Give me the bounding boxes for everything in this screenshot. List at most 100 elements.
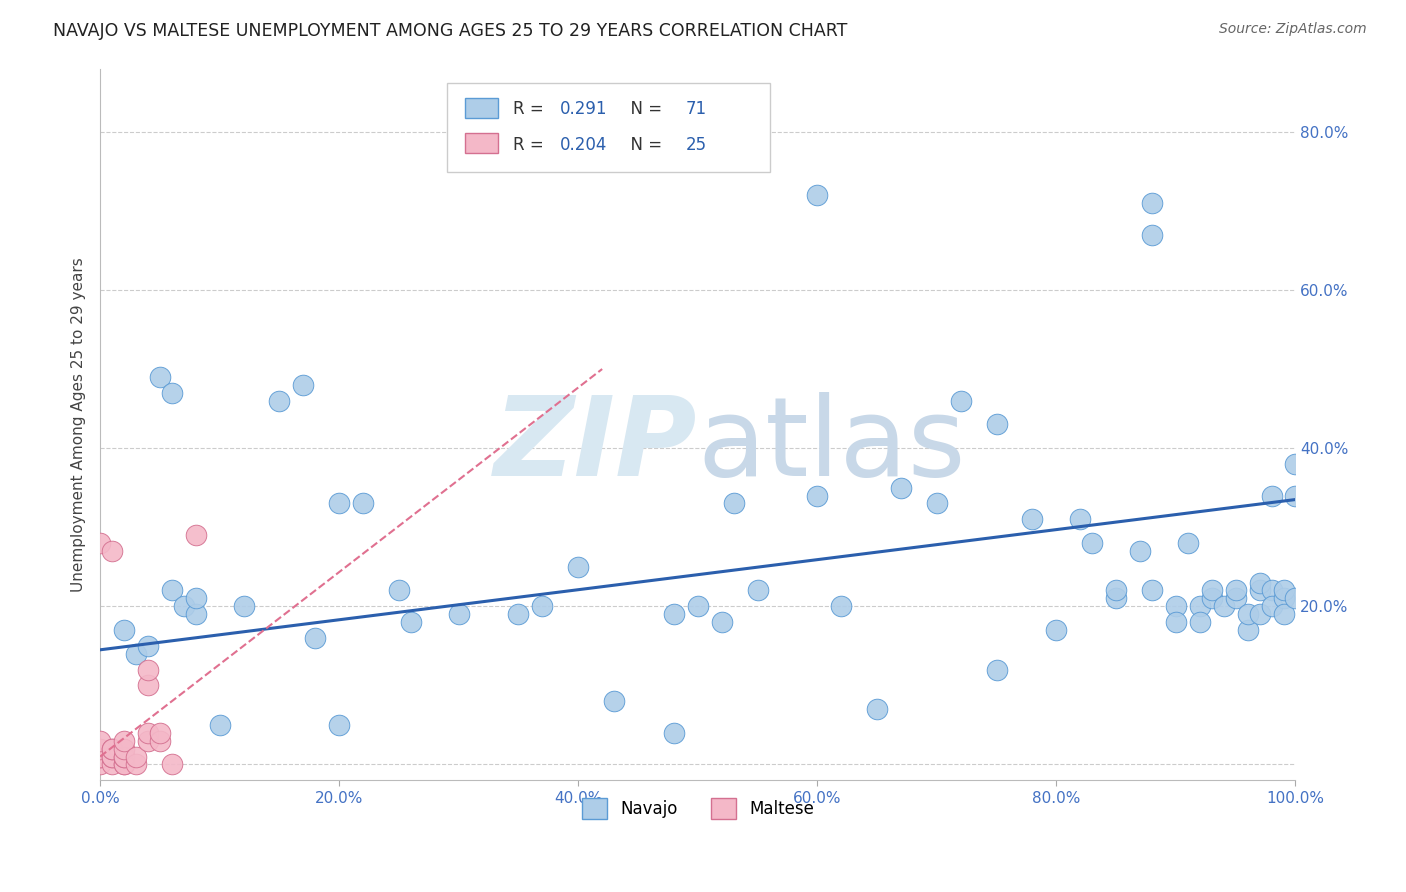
Point — [89, 741, 111, 756]
Point — [149, 733, 172, 747]
Point — [1021, 512, 1043, 526]
Point — [1284, 489, 1306, 503]
Point — [710, 615, 733, 629]
Point — [136, 726, 159, 740]
Point — [890, 481, 912, 495]
Point — [925, 496, 948, 510]
Point — [125, 647, 148, 661]
Point — [747, 583, 769, 598]
Legend: Navajo, Maltese: Navajo, Maltese — [575, 792, 821, 825]
Point — [1212, 599, 1234, 614]
Point — [89, 536, 111, 550]
Text: ZIP: ZIP — [495, 392, 697, 500]
Text: 0.204: 0.204 — [561, 136, 607, 153]
Point — [1249, 575, 1271, 590]
Point — [101, 741, 124, 756]
Point — [1260, 489, 1282, 503]
Point — [447, 607, 470, 622]
Text: R =: R = — [513, 100, 548, 118]
Point — [399, 615, 422, 629]
Point — [208, 718, 231, 732]
Point — [328, 496, 350, 510]
Point — [1225, 583, 1247, 598]
Point — [986, 417, 1008, 432]
Point — [1140, 227, 1163, 242]
Point — [1249, 583, 1271, 598]
Point — [89, 749, 111, 764]
Point — [949, 393, 972, 408]
Point — [830, 599, 852, 614]
Point — [292, 377, 315, 392]
Point — [662, 726, 685, 740]
Text: atlas: atlas — [697, 392, 966, 500]
Point — [125, 749, 148, 764]
Point — [806, 489, 828, 503]
Point — [1105, 583, 1128, 598]
Point — [508, 607, 530, 622]
Point — [1236, 607, 1258, 622]
Point — [328, 718, 350, 732]
Point — [269, 393, 291, 408]
Point — [112, 741, 135, 756]
Point — [662, 607, 685, 622]
Point — [136, 733, 159, 747]
Point — [232, 599, 254, 614]
Point — [1284, 591, 1306, 606]
FancyBboxPatch shape — [465, 98, 498, 118]
Point — [1272, 607, 1295, 622]
Point — [101, 741, 124, 756]
FancyBboxPatch shape — [465, 133, 498, 153]
Point — [1129, 544, 1152, 558]
Y-axis label: Unemployment Among Ages 25 to 29 years: Unemployment Among Ages 25 to 29 years — [72, 257, 86, 591]
Point — [112, 733, 135, 747]
Point — [184, 607, 207, 622]
Point — [149, 370, 172, 384]
Point — [101, 544, 124, 558]
Point — [160, 757, 183, 772]
Point — [1081, 536, 1104, 550]
Point — [173, 599, 195, 614]
Text: Source: ZipAtlas.com: Source: ZipAtlas.com — [1219, 22, 1367, 37]
Point — [136, 663, 159, 677]
Text: 25: 25 — [686, 136, 707, 153]
Point — [686, 599, 709, 614]
Point — [1225, 591, 1247, 606]
Point — [112, 757, 135, 772]
Point — [1188, 615, 1211, 629]
Point — [723, 496, 745, 510]
Point — [1249, 607, 1271, 622]
FancyBboxPatch shape — [447, 83, 769, 172]
Point — [1069, 512, 1091, 526]
Point — [1201, 583, 1223, 598]
Point — [184, 591, 207, 606]
Point — [1164, 615, 1187, 629]
Point — [101, 749, 124, 764]
Point — [112, 749, 135, 764]
Point — [1140, 583, 1163, 598]
Point — [304, 631, 326, 645]
Point — [1164, 599, 1187, 614]
Text: N =: N = — [620, 136, 668, 153]
Point — [1177, 536, 1199, 550]
Text: NAVAJO VS MALTESE UNEMPLOYMENT AMONG AGES 25 TO 29 YEARS CORRELATION CHART: NAVAJO VS MALTESE UNEMPLOYMENT AMONG AGE… — [53, 22, 848, 40]
Point — [1201, 591, 1223, 606]
Text: R =: R = — [513, 136, 548, 153]
Point — [1272, 583, 1295, 598]
Point — [1045, 623, 1067, 637]
Point — [1260, 599, 1282, 614]
Point — [112, 757, 135, 772]
Point — [89, 757, 111, 772]
Point — [1188, 599, 1211, 614]
Text: 0.291: 0.291 — [561, 100, 607, 118]
Point — [1260, 583, 1282, 598]
Point — [1105, 591, 1128, 606]
Point — [136, 639, 159, 653]
Point — [112, 623, 135, 637]
Point — [986, 663, 1008, 677]
Point — [603, 694, 626, 708]
Point — [160, 583, 183, 598]
Point — [101, 757, 124, 772]
Point — [136, 678, 159, 692]
Point — [531, 599, 554, 614]
Point — [567, 559, 589, 574]
